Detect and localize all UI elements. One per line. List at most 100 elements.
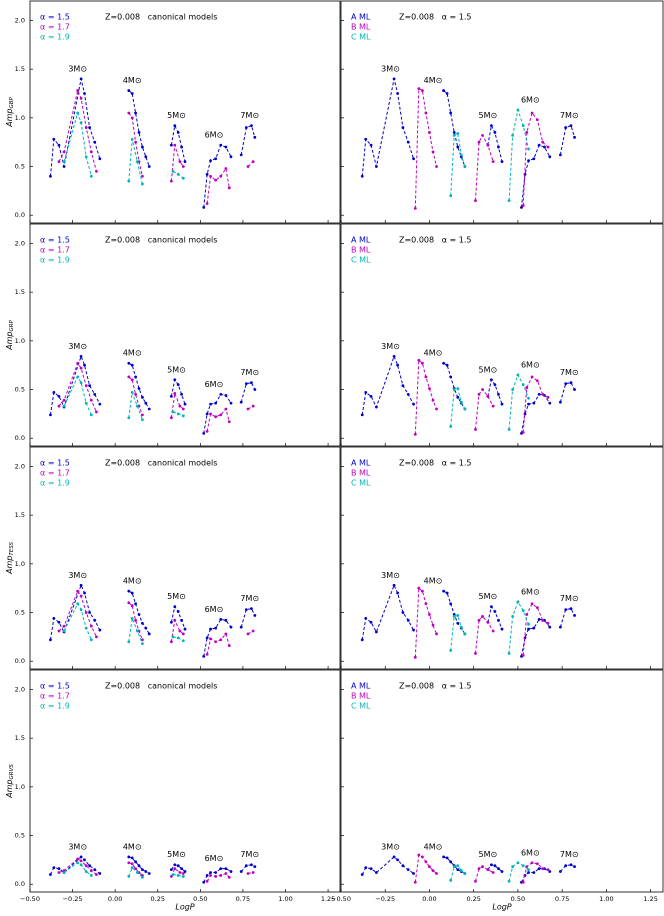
data-point	[181, 875, 185, 878]
data-point	[406, 868, 410, 872]
data-point	[130, 137, 134, 141]
data-point	[360, 873, 364, 876]
data-point	[569, 381, 573, 385]
data-point	[135, 629, 139, 633]
panel: 0.0 0.5 1.0 1.5 2.0 α = 1.5α = 1.7α = 1.9 Z=0.…	[5, 223, 341, 447]
data-point	[521, 430, 525, 434]
data-point	[364, 616, 368, 620]
data-point	[76, 857, 80, 861]
data-point	[532, 626, 536, 630]
panel-subtitle: Z=0.008 canonical models	[105, 682, 217, 691]
data-point	[546, 395, 550, 399]
x-tick-label: 0.50	[511, 895, 525, 903]
data-point	[79, 855, 83, 859]
data-point	[573, 614, 576, 617]
data-point	[62, 150, 66, 154]
data-point	[449, 194, 453, 198]
data-point	[239, 400, 243, 404]
data-point	[392, 77, 396, 81]
x-tick-label: 0.75	[555, 895, 569, 903]
data-point	[250, 607, 253, 611]
data-point	[541, 140, 545, 144]
data-point	[176, 131, 180, 134]
data-point	[98, 872, 102, 875]
y-tick-label: 0.5	[15, 609, 25, 617]
data-point	[79, 863, 83, 867]
data-point	[141, 868, 144, 872]
data-point	[507, 199, 511, 203]
data-point	[516, 108, 520, 112]
data-point	[173, 863, 177, 867]
y-axis-label-sub: TESS	[9, 542, 15, 556]
data-point	[541, 867, 545, 871]
data-point	[452, 613, 456, 616]
data-point	[456, 868, 460, 872]
data-point	[79, 96, 83, 100]
data-point	[530, 375, 534, 379]
data-point	[79, 355, 83, 358]
data-point	[130, 604, 134, 608]
mass-annotation: 3M⊙	[68, 64, 87, 73]
legend-label: B ML	[351, 692, 371, 701]
mass-annotation: 7M⊙	[560, 850, 579, 859]
y-tick-label: 2.0	[15, 462, 25, 470]
data-point	[62, 160, 66, 164]
series-line	[58, 858, 254, 882]
data-point	[76, 589, 80, 593]
data-point	[481, 133, 484, 137]
data-point	[202, 654, 206, 658]
data-point	[445, 363, 449, 367]
data-point	[209, 871, 212, 874]
data-point	[173, 605, 177, 609]
data-point	[507, 428, 511, 431]
data-point	[134, 860, 138, 864]
mass-annotation: 4M⊙	[123, 577, 142, 586]
plot-frame	[340, 223, 664, 447]
mass-annotation: 4M⊙	[424, 76, 443, 85]
data-point	[173, 392, 177, 395]
y-axis-label: AmpGRP	[5, 319, 15, 350]
data-point	[246, 872, 250, 875]
data-point	[537, 143, 541, 147]
data-point	[224, 407, 228, 411]
data-point	[52, 866, 56, 870]
data-point	[171, 873, 175, 876]
data-point	[144, 401, 148, 405]
data-point	[88, 384, 92, 388]
data-point	[169, 620, 173, 624]
data-point	[219, 392, 223, 396]
data-point	[224, 393, 228, 397]
data-point	[392, 855, 396, 859]
data-point	[406, 140, 410, 144]
data-point	[95, 410, 98, 414]
data-point	[130, 378, 134, 382]
data-point	[83, 858, 86, 862]
plot-frame	[29, 0, 341, 224]
data-point	[569, 124, 573, 128]
data-point	[456, 145, 460, 149]
data-point	[205, 412, 209, 416]
y-axis-label-main: Amp	[5, 332, 14, 351]
x-tick-label: 0.75	[236, 895, 250, 903]
data-point	[84, 626, 88, 630]
mass-annotation: 7M⊙	[240, 368, 259, 377]
data-point	[169, 640, 173, 644]
data-point	[456, 395, 460, 399]
data-point	[173, 124, 177, 128]
data-point	[98, 402, 102, 406]
data-point	[84, 384, 88, 388]
data-point	[141, 638, 144, 642]
data-point	[57, 871, 61, 874]
data-point	[84, 870, 88, 873]
mass-annotation: 6M⊙	[205, 380, 224, 389]
data-point	[169, 416, 173, 420]
data-point	[413, 655, 417, 659]
data-point	[98, 157, 102, 161]
data-point	[62, 404, 66, 408]
data-point	[511, 133, 515, 137]
data-point	[417, 358, 421, 362]
legend-label: A ML	[351, 236, 371, 245]
data-point	[527, 402, 530, 406]
data-point	[95, 635, 98, 639]
data-point	[135, 404, 139, 408]
